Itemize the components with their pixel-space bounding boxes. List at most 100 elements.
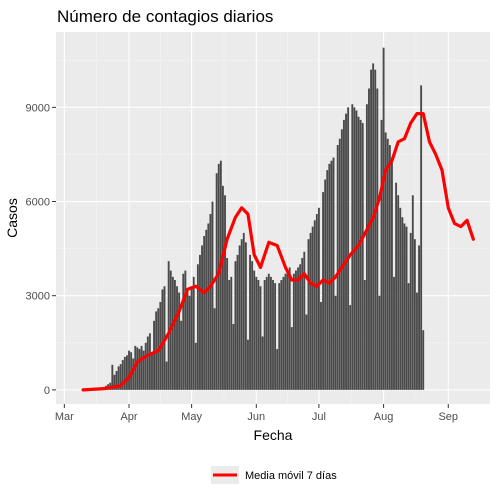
bar	[317, 207, 320, 390]
bar	[422, 330, 425, 390]
bar	[284, 273, 287, 390]
bar	[269, 276, 272, 390]
bar	[249, 254, 251, 390]
bar	[146, 336, 149, 390]
bar	[374, 69, 377, 390]
bar	[184, 270, 187, 390]
bar	[403, 223, 406, 390]
bar	[349, 305, 352, 390]
bar	[251, 261, 254, 390]
chart-title: Número de contagios diarios	[57, 7, 273, 26]
bar	[259, 286, 262, 390]
y-tick-label: 6000	[26, 197, 50, 209]
bars	[82, 47, 425, 391]
bar	[182, 273, 185, 390]
y-axis-title: Casos	[4, 198, 20, 238]
bar	[234, 261, 237, 390]
bar	[263, 280, 266, 390]
bar	[282, 276, 285, 390]
bar	[242, 232, 245, 390]
bar	[194, 342, 197, 390]
x-tick-label: Aug	[374, 411, 394, 423]
bar	[255, 276, 258, 390]
bar	[299, 264, 302, 390]
bar	[322, 192, 325, 390]
bar	[388, 145, 391, 390]
bar	[213, 308, 216, 390]
bar	[224, 195, 226, 390]
bar	[320, 301, 322, 390]
bar	[413, 239, 416, 390]
moving-average-line	[81, 112, 475, 392]
bar	[267, 273, 270, 390]
bar	[138, 349, 141, 390]
bar	[347, 107, 350, 390]
x-axis-ticks: Mar Apr May Jun Jul Aug Sep	[55, 404, 458, 423]
bar	[180, 320, 183, 390]
bar	[253, 270, 256, 390]
bar	[401, 217, 404, 390]
bar	[176, 286, 178, 390]
bar	[393, 276, 395, 390]
bar	[351, 104, 354, 390]
bar	[121, 360, 124, 390]
bar	[221, 185, 224, 390]
bar	[205, 229, 208, 390]
bar	[230, 276, 233, 390]
bar	[190, 286, 193, 390]
bar	[395, 182, 398, 390]
bar	[328, 163, 331, 390]
bar	[372, 63, 375, 390]
bar	[297, 267, 299, 390]
bar	[307, 239, 310, 390]
x-tick-label: Jun	[247, 411, 265, 423]
bar	[376, 88, 379, 390]
bar	[161, 289, 164, 390]
bar	[295, 270, 297, 390]
bar	[219, 160, 222, 390]
bar	[228, 280, 231, 390]
bar	[286, 270, 289, 390]
bar	[288, 267, 291, 390]
bar	[357, 116, 360, 390]
bar	[359, 119, 362, 390]
x-tick-label: May	[181, 411, 202, 423]
y-tick-label: 9000	[26, 102, 50, 114]
bar	[363, 280, 366, 390]
bar	[257, 280, 260, 390]
bar	[211, 201, 214, 390]
bar	[365, 104, 368, 390]
bar	[370, 69, 373, 390]
bar	[292, 273, 295, 390]
bar	[420, 85, 423, 390]
bar	[153, 320, 156, 390]
bar	[311, 226, 314, 390]
bar	[330, 160, 333, 390]
bar	[196, 264, 199, 390]
bar	[232, 323, 235, 390]
bar	[261, 336, 264, 390]
bar	[217, 163, 220, 390]
bar	[244, 242, 247, 390]
bar	[397, 195, 400, 390]
bar	[340, 129, 343, 390]
y-tick-label: 0	[44, 385, 50, 397]
bar	[140, 345, 143, 390]
bar	[326, 170, 329, 390]
bar	[278, 283, 281, 390]
x-tick-label: Jul	[312, 411, 326, 423]
bar	[119, 364, 122, 390]
bar	[132, 358, 135, 390]
bar	[167, 261, 170, 390]
bar	[418, 245, 420, 390]
bar	[303, 251, 306, 390]
bar	[188, 295, 191, 390]
bar	[343, 119, 345, 390]
x-tick-label: Mar	[55, 411, 74, 423]
bar	[165, 361, 168, 390]
bar	[178, 292, 181, 390]
bar	[199, 254, 201, 390]
y-axis-ticks: 0 3000 6000 9000	[26, 102, 56, 397]
bar	[142, 350, 145, 390]
